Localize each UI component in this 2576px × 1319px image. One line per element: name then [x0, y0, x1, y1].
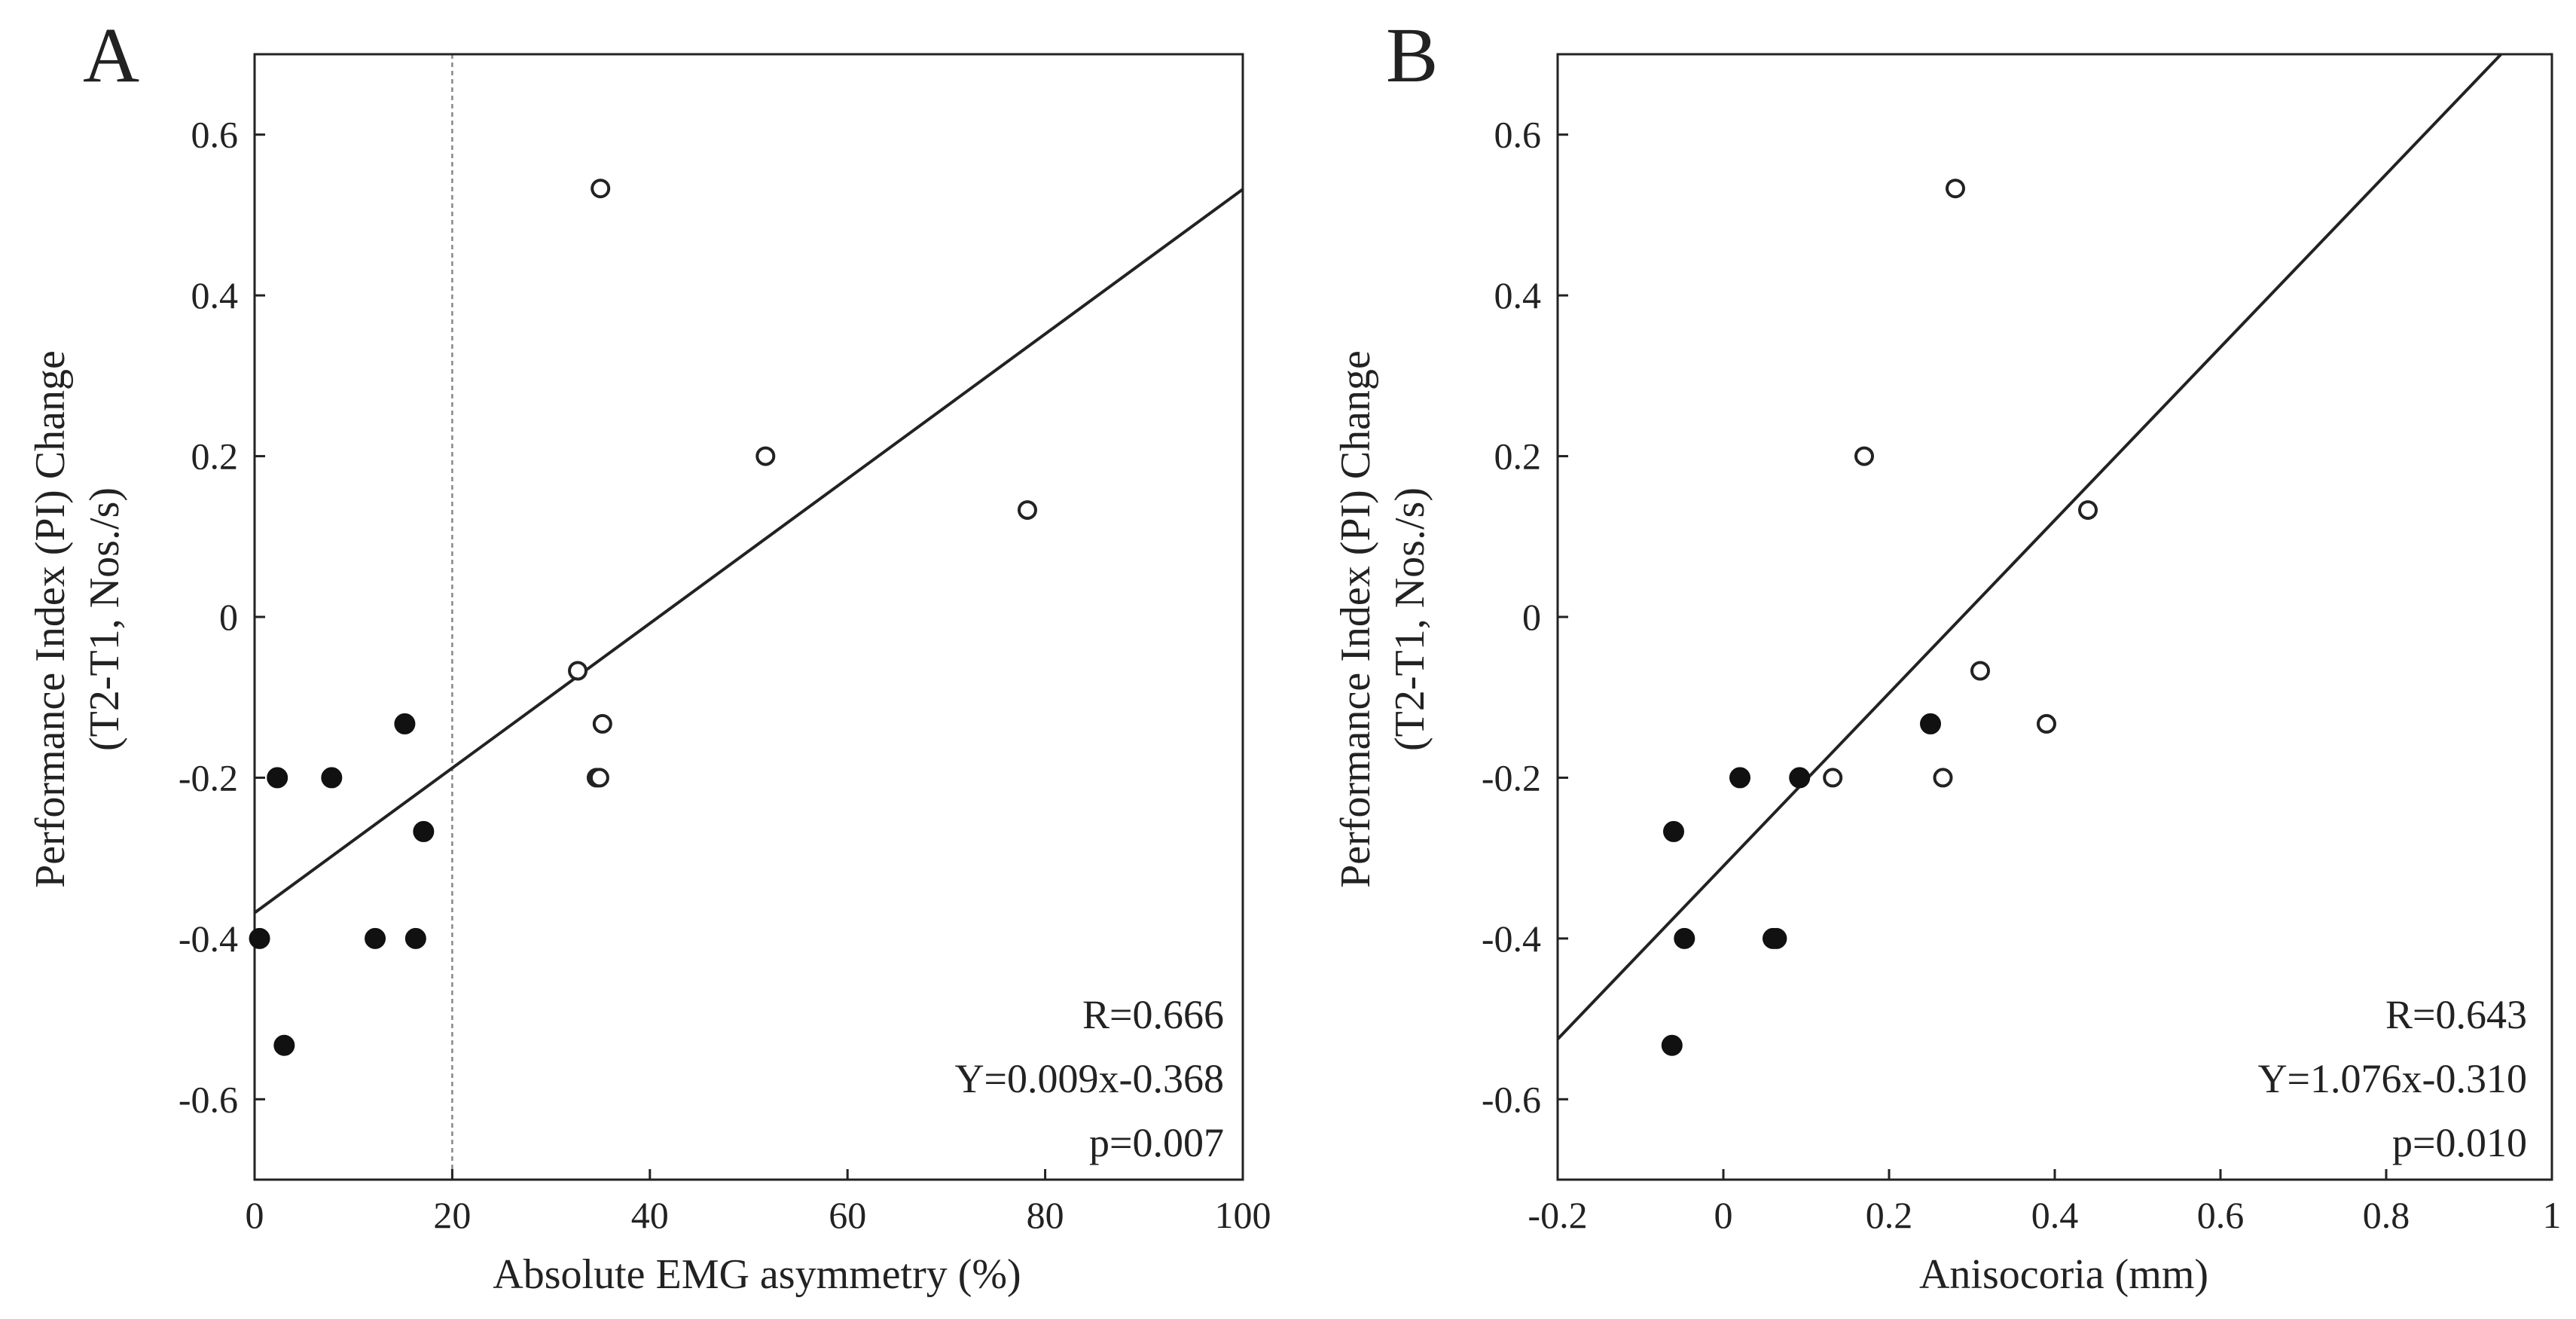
panel-a-x-tick-label: 80 [1027, 1194, 1064, 1236]
panel-b-open-point [1970, 661, 1990, 681]
panel-b-x-tick-label: 0.2 [1866, 1194, 1913, 1236]
panel-b-filled-point [1920, 713, 1941, 734]
panel-b-x-tick-label: 0.6 [2197, 1194, 2245, 1236]
panel-b-y-axis-label-line1: Performance Index (PI) Change [1332, 350, 1379, 888]
panel-a-filled-point [365, 927, 386, 949]
panel-a-open-point [592, 713, 612, 734]
panel-a-x-tick-label: 100 [1215, 1194, 1271, 1236]
panel-b-regression-line [1558, 54, 2504, 1040]
panel-b-open-point [1946, 179, 1965, 199]
panel-b-open-point [1854, 446, 1874, 466]
panel-a-y-tick-label: 0.4 [191, 274, 239, 316]
panel-a-x-tick-label: 0 [246, 1194, 264, 1236]
panel-b-letter: B [1386, 12, 1438, 99]
panel-b-open-point [1933, 768, 1953, 788]
panel-b-filled-point [1663, 820, 1684, 842]
panel-a-filled-point [267, 767, 288, 789]
panel-b-plot: -0.2 0 0.2 0.4 0.6 0.8 1 -0.6 -0.4 -0.2 0 0.2 0.4 0.6 [1482, 53, 2562, 1236]
panel-b-x-tick-label: 0.4 [2031, 1194, 2079, 1236]
panel-b-x-tick-label: -0.2 [1528, 1194, 1587, 1236]
panel-a-open-point [568, 661, 588, 681]
panel-b-filled-point [1789, 767, 1811, 789]
panel-b-filled-point [1661, 1034, 1683, 1056]
panel-a-filled-point [404, 927, 426, 949]
panel-b-p-value: p=0.010 [2392, 1120, 2527, 1165]
panel-a-filled-point [394, 713, 416, 734]
panel-a-y-tick-label: 0.2 [191, 435, 239, 478]
panel-a-y-axis-label-line2: (T2-T1, Nos./s) [81, 487, 128, 751]
panel-a-open-point [589, 768, 609, 788]
panel-a-x-tick-label: 60 [829, 1194, 866, 1236]
panel-a-regression-line [255, 188, 1243, 914]
panel-a-open-point [591, 179, 611, 199]
panel-b-y-tick-label: 0.6 [1494, 114, 1542, 156]
panel-b-regression-equation: Y=1.076x-0.310 [2258, 1056, 2527, 1101]
panel-a-open-point [1017, 500, 1037, 521]
panel-b-y-tick-label: -0.6 [1482, 1078, 1541, 1120]
panel-a-y-tick-label: -0.2 [179, 756, 238, 798]
panel-a-filled-point [273, 1034, 295, 1056]
panel-a-y-axis-label-line1: Performance Index (PI) Change [27, 350, 74, 888]
panel-b-r-value: R=0.643 [2385, 992, 2527, 1037]
panel-b-y-tick-label: -0.2 [1482, 756, 1541, 798]
panel-a-p-value: p=0.007 [1089, 1120, 1224, 1165]
panel-b-x-axis-label: Anisocoria (mm) [1919, 1251, 2208, 1298]
panel-b-open-point [2078, 500, 2098, 521]
panel-b-y-tick-label: 0.2 [1494, 435, 1542, 478]
panel-b-x-tick-label: 0.8 [2363, 1194, 2410, 1236]
panel-b-filled-point [1729, 767, 1750, 789]
panel-a-plot: 0 20 40 60 80 100 -0.6 -0.4 -0.2 0 0.2 0.4 0.6 [179, 53, 1271, 1236]
panel-a-y-tick-label: -0.4 [179, 917, 238, 960]
panel-a-open-point [755, 446, 776, 466]
panel-a-x-tick-label: 20 [433, 1194, 471, 1236]
panel-a-x-tick-label: 40 [631, 1194, 669, 1236]
panel-b-y-axis-label-line2: (T2-T1, Nos./s) [1387, 487, 1433, 751]
panel-b-y-tick-label: 0.4 [1494, 274, 1542, 316]
panel-a-r-value: R=0.666 [1082, 992, 1224, 1037]
panel-a: A 0 20 40 60 80 100 -0.6 -0.4 -0.2 0 0.2 0.4 0.6 Abs… [27, 12, 1271, 1298]
panel-a-y-tick-label: 0 [219, 596, 238, 638]
panel-b-open-point [1823, 768, 1843, 788]
panel-a-y-tick-label: 0.6 [191, 114, 239, 156]
panel-b-y-tick-label: -0.4 [1482, 917, 1541, 960]
panel-b-x-tick-label: 0 [1714, 1194, 1733, 1236]
panel-a-filled-point [321, 767, 343, 789]
panel-a-regression-equation: Y=0.009x-0.368 [955, 1056, 1224, 1101]
panel-b: B -0.2 0 0.2 0.4 0.6 0.8 1 -0.6 -0.4 -0.2 0 0.2 0.4 0… [1332, 12, 2562, 1298]
panel-a-x-axis-label: Absolute EMG asymmetry (%) [493, 1251, 1021, 1298]
panel-a-y-tick-label: -0.6 [179, 1078, 238, 1120]
panel-b-open-point [2037, 713, 2056, 734]
panel-b-y-tick-label: 0 [1522, 596, 1541, 638]
panel-a-filled-point [413, 820, 435, 842]
panel-a-letter: A [83, 12, 139, 99]
panel-b-x-tick-label: 1 [2543, 1194, 2562, 1236]
panel-b-filled-point [1674, 927, 1695, 949]
panel-b-filled-point [1766, 927, 1787, 949]
panel-a-filled-point [249, 927, 270, 949]
